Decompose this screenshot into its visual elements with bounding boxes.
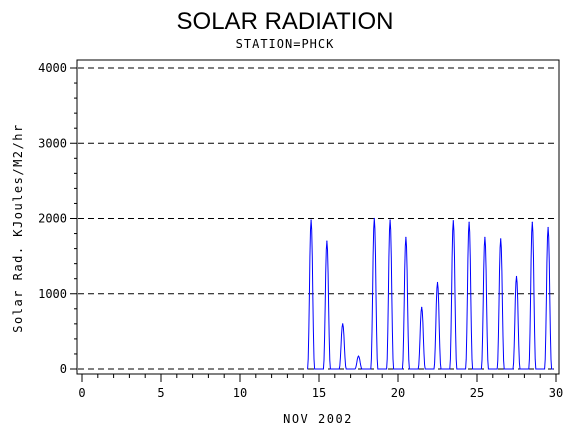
data-point: [421, 306, 423, 308]
data-point: [326, 240, 328, 242]
x-tick-label: 10: [233, 386, 247, 400]
data-point: [500, 238, 502, 240]
data-point: [436, 281, 439, 284]
series-group: [307, 217, 554, 370]
y-axis: 0 1000 2000 3000 4000: [38, 61, 77, 376]
y-tick-label: 4000: [38, 61, 67, 75]
x-axis: 0 5 10 15 20 25 30: [78, 374, 563, 400]
data-point: [357, 355, 360, 357]
data-point: [531, 221, 533, 223]
x-tick-label: 5: [157, 386, 164, 400]
y-axis-label: Solar Rad. KJoules/M2/hr: [11, 123, 25, 332]
chart-subtitle: STATION=PHCK: [236, 37, 335, 51]
data-point: [452, 220, 454, 222]
y-tick-label: 1000: [38, 287, 67, 301]
data-point: [468, 221, 470, 223]
x-tick-label: 25: [470, 386, 484, 400]
y-tick-label: 0: [60, 362, 67, 376]
data-point: [389, 219, 391, 221]
x-axis-label: NOV 2002: [283, 412, 353, 426]
y-tick-label: 3000: [38, 136, 67, 150]
chart-title: SOLAR RADIATION: [177, 8, 394, 35]
grid: [78, 67, 558, 370]
data-point: [405, 236, 407, 238]
data-point: [342, 323, 344, 325]
data-point: [515, 275, 518, 278]
data-point: [373, 217, 375, 220]
x-tick-label: 20: [391, 386, 405, 400]
x-tick-label: 15: [312, 386, 326, 400]
x-tick-label: 30: [549, 386, 563, 400]
data-point: [484, 236, 486, 238]
series-line: [307, 218, 554, 370]
data-point: [310, 219, 312, 221]
plot-frame: [76, 59, 560, 375]
y-tick-label: 2000: [38, 212, 67, 226]
data-point: [547, 226, 549, 229]
x-tick-label: 0: [78, 386, 85, 400]
